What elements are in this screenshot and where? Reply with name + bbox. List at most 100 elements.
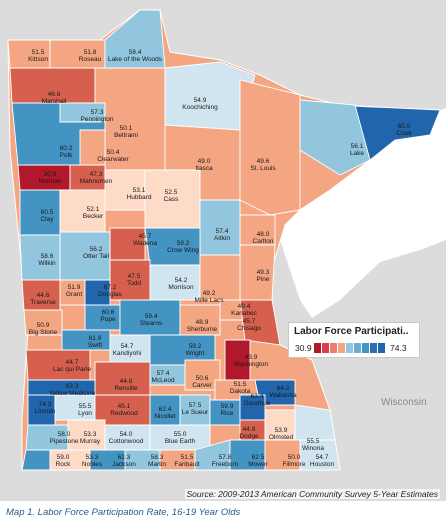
county-label: 55.0 Blue Earth xyxy=(165,431,195,445)
county-name: Clearwater xyxy=(97,156,129,163)
county-label: 44.8 Dodge xyxy=(239,426,258,440)
county-name: Traverse xyxy=(30,299,56,306)
county-value: 60.6 xyxy=(101,309,115,316)
county-value: 57.3 xyxy=(90,109,104,116)
county-name: Koochiching xyxy=(182,104,218,111)
county-rock[interactable] xyxy=(21,449,51,471)
county-name: Aitkin xyxy=(214,235,230,242)
county-value: 44.7 xyxy=(65,359,79,366)
county-name: Morrison xyxy=(168,284,194,291)
county-label: 54.7 Houston xyxy=(310,454,334,468)
county-name: Wadena xyxy=(133,240,157,247)
county-sherburne[interactable] xyxy=(179,304,221,336)
county-label: 43.9 Washington xyxy=(234,354,268,368)
county-label: 51.5 Dakota xyxy=(230,381,251,395)
county-label: 64.2 Wabasha xyxy=(269,385,296,399)
county-label: 51.8 Roseau xyxy=(79,49,101,63)
county-value: 51.9 xyxy=(67,284,81,291)
county-name: Nobles xyxy=(81,461,103,468)
county-value: 49.2 xyxy=(202,290,216,297)
county-name: Todd xyxy=(126,280,142,287)
county-name: Itasca xyxy=(195,165,213,172)
county-label: 49.6 St. Louis xyxy=(250,158,275,172)
county-value: 51.5 xyxy=(180,454,194,461)
county-swift[interactable] xyxy=(61,329,111,351)
county-value: 53.9 xyxy=(274,427,288,434)
county-winona[interactable] xyxy=(294,404,336,441)
county-value: 58.4 xyxy=(128,49,142,56)
county-label: 53.3 Nobles xyxy=(82,454,102,468)
county-name: Pope xyxy=(100,316,116,323)
county-value: 55.5 xyxy=(78,403,92,410)
county-name: Roseau xyxy=(78,56,102,63)
county-name: Chisago xyxy=(237,325,261,332)
county-st-louis[interactable] xyxy=(239,79,301,216)
county-name: Lincoln xyxy=(34,408,56,415)
county-label: 30.9 Norman xyxy=(38,171,61,185)
county-label: 56.2 Otter Tail xyxy=(83,246,109,260)
county-value: 52.5 xyxy=(164,189,178,196)
legend-swatch xyxy=(322,343,330,353)
county-label: 65.0 Cook xyxy=(396,123,411,137)
county-value: 61.9 xyxy=(88,335,102,342)
county-label: 57.5 Le Sueur xyxy=(182,402,208,416)
legend-title: Labor Force Participati.. xyxy=(294,326,409,337)
county-value: 50.9 xyxy=(36,322,50,329)
county-label: 59.0 Rock xyxy=(56,454,71,468)
minnesota-choropleth[interactable] xyxy=(0,0,446,501)
county-value: 48.9 xyxy=(195,319,209,326)
county-label: 50.9 Big Stone xyxy=(29,322,57,336)
county-value: 44.6 xyxy=(36,292,50,299)
county-label: 58.4 Lake of the Woods xyxy=(108,49,162,63)
county-value: 59.4 xyxy=(144,313,158,320)
county-label: 53.3 Murray xyxy=(80,431,100,445)
county-label: 57.4 Aitkin xyxy=(214,228,230,242)
county-value: 49.6 xyxy=(256,158,270,165)
county-houston[interactable] xyxy=(299,439,341,471)
county-name: Houston xyxy=(309,461,335,468)
county-value: 50.0 xyxy=(287,454,301,461)
legend-min-label: 30.9 xyxy=(295,343,312,353)
county-chisago[interactable] xyxy=(239,299,281,346)
county-name: Carver xyxy=(192,382,212,389)
county-value: 60.5 xyxy=(40,209,54,216)
county-name: Polk xyxy=(59,152,73,159)
county-value: 49.3 xyxy=(256,269,270,276)
county-label: 48.0 Carlton xyxy=(253,231,274,245)
county-lake-of-the-woods[interactable] xyxy=(104,9,166,69)
county-label: 59.2 Crow Wing xyxy=(167,240,199,254)
county-name: Faribault xyxy=(174,461,200,468)
county-value: 59.0 xyxy=(56,454,70,461)
county-label: 44.8 Renville xyxy=(114,378,137,392)
county-value: 43.9 xyxy=(244,354,258,361)
county-value: 54.7 xyxy=(120,343,134,350)
county-value: 45.1 xyxy=(117,403,131,410)
county-label: 57.8 Freeborn xyxy=(212,454,238,468)
county-label: 49.4 Kanabec xyxy=(231,303,257,317)
county-name: Pennington xyxy=(80,116,114,123)
county-name: Le Sueur xyxy=(181,409,209,416)
legend-swatch xyxy=(338,343,346,353)
county-value: 46.8 xyxy=(47,91,61,98)
county-label: 44.7 Lac qui Parle xyxy=(53,359,91,373)
county-name: Lyon xyxy=(78,410,92,417)
county-value: 57.8 xyxy=(218,454,232,461)
county-name: Beltrami xyxy=(114,132,138,139)
county-value: 65.0 xyxy=(397,123,411,130)
county-name: Wright xyxy=(185,350,205,357)
county-value: 48.0 xyxy=(256,231,270,238)
county-label: 49.3 Pine xyxy=(256,269,269,283)
county-value: 53.3 xyxy=(83,431,97,438)
county-name: Kandiyohi xyxy=(112,350,142,357)
county-label: 62.5 Mower xyxy=(248,454,268,468)
legend-swatch xyxy=(370,343,378,353)
county-value: 45.7 xyxy=(242,318,256,325)
county-name: Washington xyxy=(233,361,269,368)
county-name: Hubbard xyxy=(126,194,152,201)
lake-superior xyxy=(270,108,446,318)
county-value: 30.9 xyxy=(43,171,57,178)
map-area[interactable]: 51.5 Kittson 51.8 Roseau 58.4 Lake of the Woo… xyxy=(0,0,446,501)
county-label: 62.3 Jackson xyxy=(112,454,136,468)
county-value: 50.4 xyxy=(106,149,120,156)
county-value: 53.1 xyxy=(132,187,146,194)
